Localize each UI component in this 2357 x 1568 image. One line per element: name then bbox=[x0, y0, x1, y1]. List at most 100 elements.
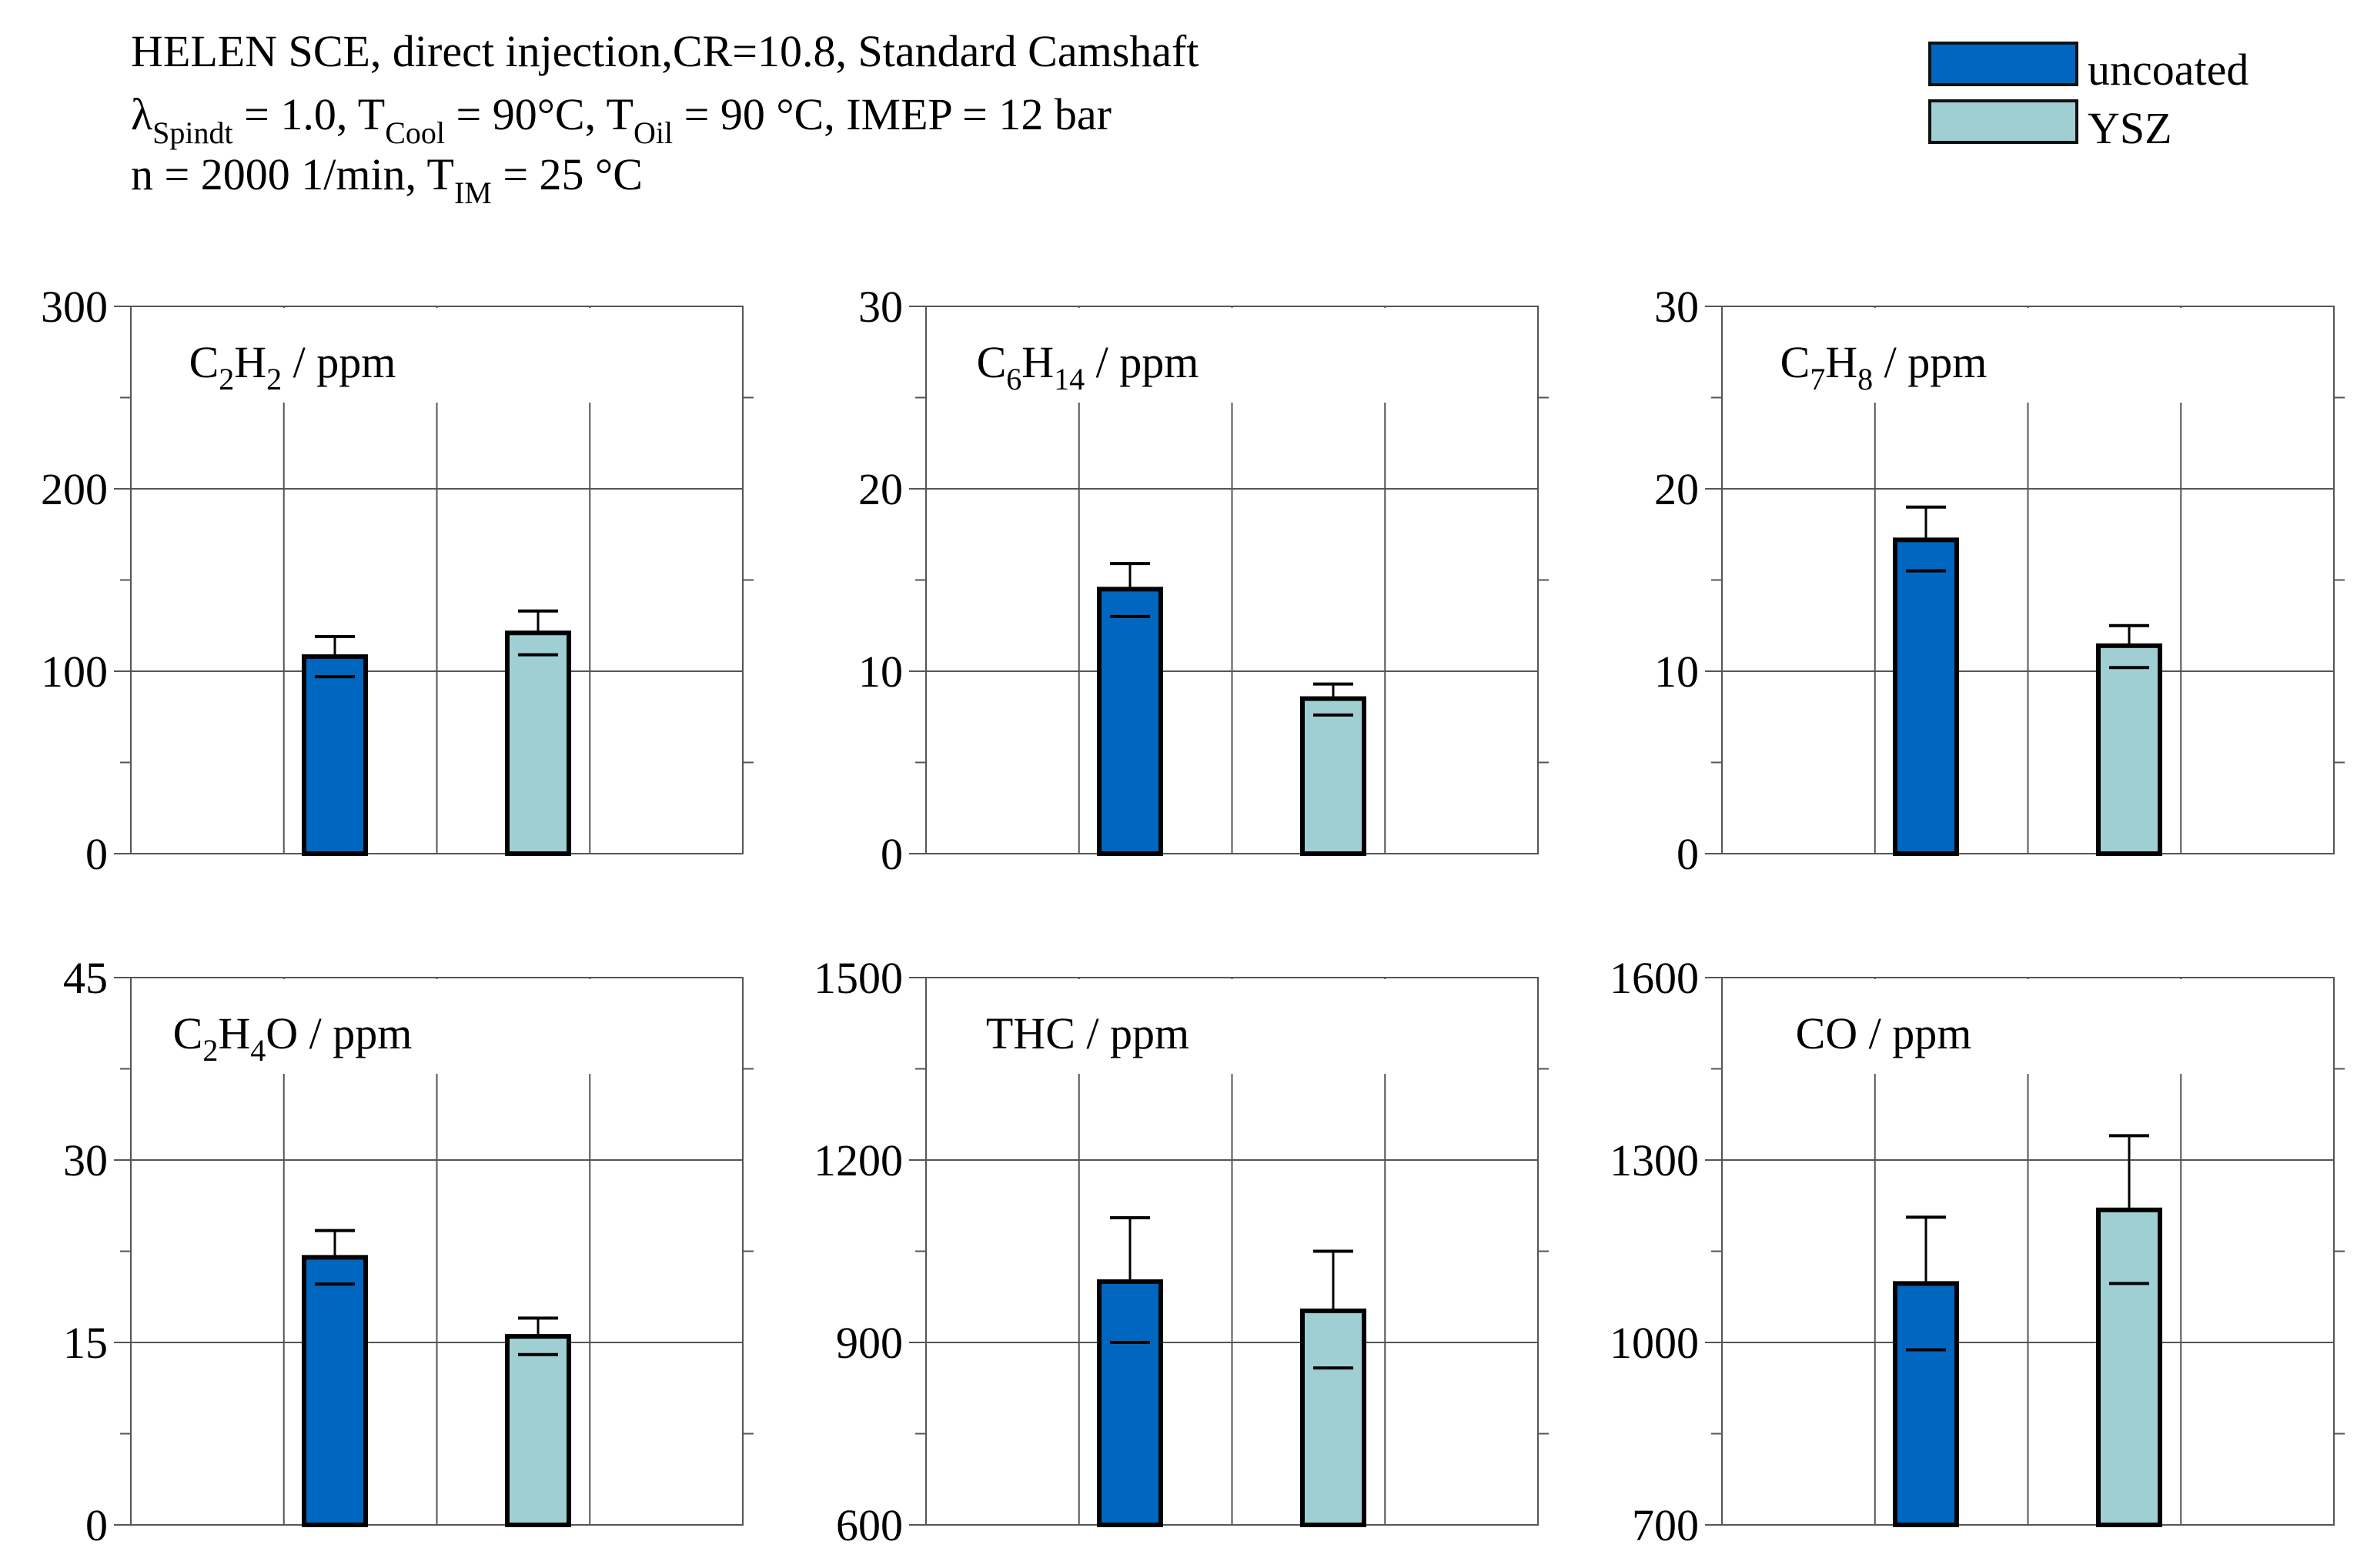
y-tick-label: 700 bbox=[1632, 1500, 1699, 1550]
chart-panel-3: C7H8 / ppm 0 10 20 30 bbox=[1654, 282, 2345, 879]
bar-uncoated bbox=[1893, 537, 1959, 856]
y-tick-label: 0 bbox=[1677, 829, 1699, 879]
panel-title-part: 2 bbox=[219, 362, 234, 396]
legend-swatch-ysz bbox=[1928, 99, 2078, 144]
legend: uncoated YSZ bbox=[1928, 42, 2248, 153]
chart-panel-2: C6H14 / ppm 0 10 20 30 bbox=[858, 282, 1549, 879]
lambda-symbol: λ bbox=[131, 89, 152, 139]
y-tick-label: 15 bbox=[63, 1318, 108, 1368]
title-band bbox=[132, 308, 741, 403]
bar-ysz bbox=[1300, 1308, 1366, 1528]
panel-title-part: / ppm bbox=[282, 337, 396, 387]
y-tick-label: 1300 bbox=[1610, 1135, 1699, 1185]
title-band bbox=[1723, 308, 2332, 403]
y-tick-label: 10 bbox=[858, 647, 903, 697]
legend-label-uncoated: uncoated bbox=[2088, 45, 2248, 95]
panel-title-part: 7 bbox=[1810, 362, 1825, 396]
panel-title-part: C bbox=[977, 337, 1007, 387]
lambda-value: = 1.0, T bbox=[233, 89, 386, 139]
y-tick-label: 20 bbox=[858, 464, 903, 514]
panel-title-part: 2 bbox=[266, 362, 282, 396]
panel-title: C7H8 / ppm bbox=[1780, 337, 1988, 396]
y-tick-label: 200 bbox=[41, 464, 108, 514]
speed-text: n = 2000 1/min, T bbox=[131, 149, 454, 199]
y-tick-label: 100 bbox=[41, 647, 108, 697]
panel-title-part: H bbox=[218, 1008, 250, 1058]
tcool-value: = 90°C, T bbox=[445, 89, 634, 139]
bar-ysz bbox=[2096, 1207, 2162, 1528]
plot-frame bbox=[925, 977, 1539, 1526]
toil-subscript: Oil bbox=[634, 115, 673, 150]
panel-title-part: 4 bbox=[250, 1033, 266, 1068]
panel-title-part: THC / ppm bbox=[986, 1008, 1189, 1058]
chart-panel-6: CO / ppm 700 1000 1300 1600 bbox=[1610, 953, 2345, 1550]
panel-title-part: / ppm bbox=[1085, 337, 1199, 387]
y-tick-label: 10 bbox=[1654, 647, 1699, 697]
title-band bbox=[1723, 979, 2332, 1074]
y-tick-label: 900 bbox=[836, 1318, 903, 1368]
chart-panel-4: C2H4O / ppm 0 15 30 45 bbox=[63, 953, 754, 1550]
panel-title: C2H4O / ppm bbox=[173, 1008, 413, 1068]
y-tick-label: 0 bbox=[85, 1500, 108, 1550]
title-band bbox=[132, 979, 741, 1074]
bar-uncoated bbox=[1893, 1281, 1959, 1527]
plot-frame bbox=[130, 306, 744, 854]
panel-title-part: 2 bbox=[202, 1033, 218, 1068]
figure-title-line-3: n = 2000 1/min, TIM = 25 °C bbox=[131, 149, 643, 210]
bar-ysz bbox=[2096, 643, 2162, 856]
legend-swatch-uncoated bbox=[1928, 42, 2078, 86]
bar-uncoated bbox=[302, 654, 368, 856]
panel-title-part: / ppm bbox=[1873, 337, 1987, 387]
y-tick-label: 1500 bbox=[814, 953, 903, 1003]
panel-title-part: C bbox=[173, 1008, 203, 1058]
tim-value: = 25 °C bbox=[492, 149, 643, 199]
y-tick-label: 30 bbox=[858, 282, 903, 332]
chart-panel-1: C2H2 / ppm 0 100 200 300 bbox=[41, 282, 754, 879]
panel-title-part: 6 bbox=[1006, 362, 1021, 396]
tcool-subscript: Cool bbox=[385, 115, 445, 150]
figure-title-line-2: λSpindt = 1.0, TCool = 90°C, TOil = 90 °… bbox=[131, 89, 1112, 150]
figure-title-line-1: HELEN SCE, direct injection,CR=10.8, Sta… bbox=[131, 26, 1199, 76]
y-tick-label: 1200 bbox=[814, 1135, 903, 1185]
lambda-subscript: Spindt bbox=[152, 115, 232, 150]
panel-title-part: C bbox=[1780, 337, 1810, 387]
panel-title-part: H bbox=[234, 337, 266, 387]
panel-title-part: O / ppm bbox=[266, 1008, 412, 1058]
y-tick-label: 30 bbox=[1654, 282, 1699, 332]
panel-title-part: 8 bbox=[1857, 362, 1873, 396]
panel-title: C6H14 / ppm bbox=[977, 337, 1199, 396]
bar-uncoated bbox=[1097, 587, 1163, 856]
legend-label-ysz: YSZ bbox=[2088, 103, 2172, 153]
panel-title: CO / ppm bbox=[1796, 1008, 1972, 1058]
bar-uncoated bbox=[302, 1255, 368, 1528]
y-tick-label: 45 bbox=[63, 953, 108, 1003]
panel-title: C2H2 / ppm bbox=[189, 337, 396, 396]
y-tick-label: 1600 bbox=[1610, 953, 1699, 1003]
plot-frame bbox=[925, 306, 1539, 854]
title-band bbox=[928, 979, 1536, 1074]
panel-title-part: 14 bbox=[1054, 362, 1085, 396]
panel-title-part: H bbox=[1021, 337, 1054, 387]
chart-panel-5: THC / ppm 600 900 1200 1500 bbox=[814, 953, 1549, 1550]
title-band bbox=[928, 308, 1536, 403]
y-tick-label: 300 bbox=[41, 282, 108, 332]
panel-title-part: CO / ppm bbox=[1796, 1008, 1972, 1058]
bar-ysz bbox=[505, 630, 571, 856]
y-tick-label: 1000 bbox=[1610, 1318, 1699, 1368]
panel-title: THC / ppm bbox=[986, 1008, 1189, 1058]
tim-subscript: IM bbox=[454, 176, 492, 210]
bar-ysz bbox=[1300, 696, 1366, 856]
y-tick-label: 600 bbox=[836, 1500, 903, 1550]
bar-ysz bbox=[505, 1334, 571, 1527]
plot-frame bbox=[130, 977, 744, 1526]
toil-value: = 90 °C, IMEP = 12 bar bbox=[673, 89, 1112, 139]
plot-frame bbox=[1721, 306, 2335, 854]
panel-title-part: H bbox=[1825, 337, 1857, 387]
plot-frame bbox=[1721, 977, 2335, 1526]
bar-uncoated bbox=[1097, 1279, 1163, 1527]
y-tick-label: 20 bbox=[1654, 464, 1699, 514]
y-tick-label: 0 bbox=[85, 829, 108, 879]
y-tick-label: 0 bbox=[881, 829, 903, 879]
